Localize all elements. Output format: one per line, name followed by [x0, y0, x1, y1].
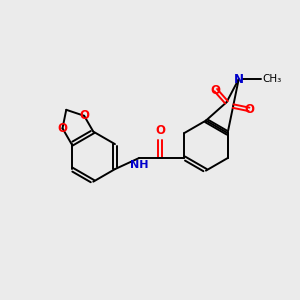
Text: O: O	[155, 124, 165, 137]
Text: CH₃: CH₃	[262, 74, 281, 84]
Text: N: N	[234, 73, 244, 85]
Text: O: O	[58, 122, 68, 135]
Text: O: O	[211, 84, 221, 97]
Text: O: O	[79, 109, 89, 122]
Text: O: O	[244, 103, 254, 116]
Text: NH: NH	[130, 160, 148, 170]
